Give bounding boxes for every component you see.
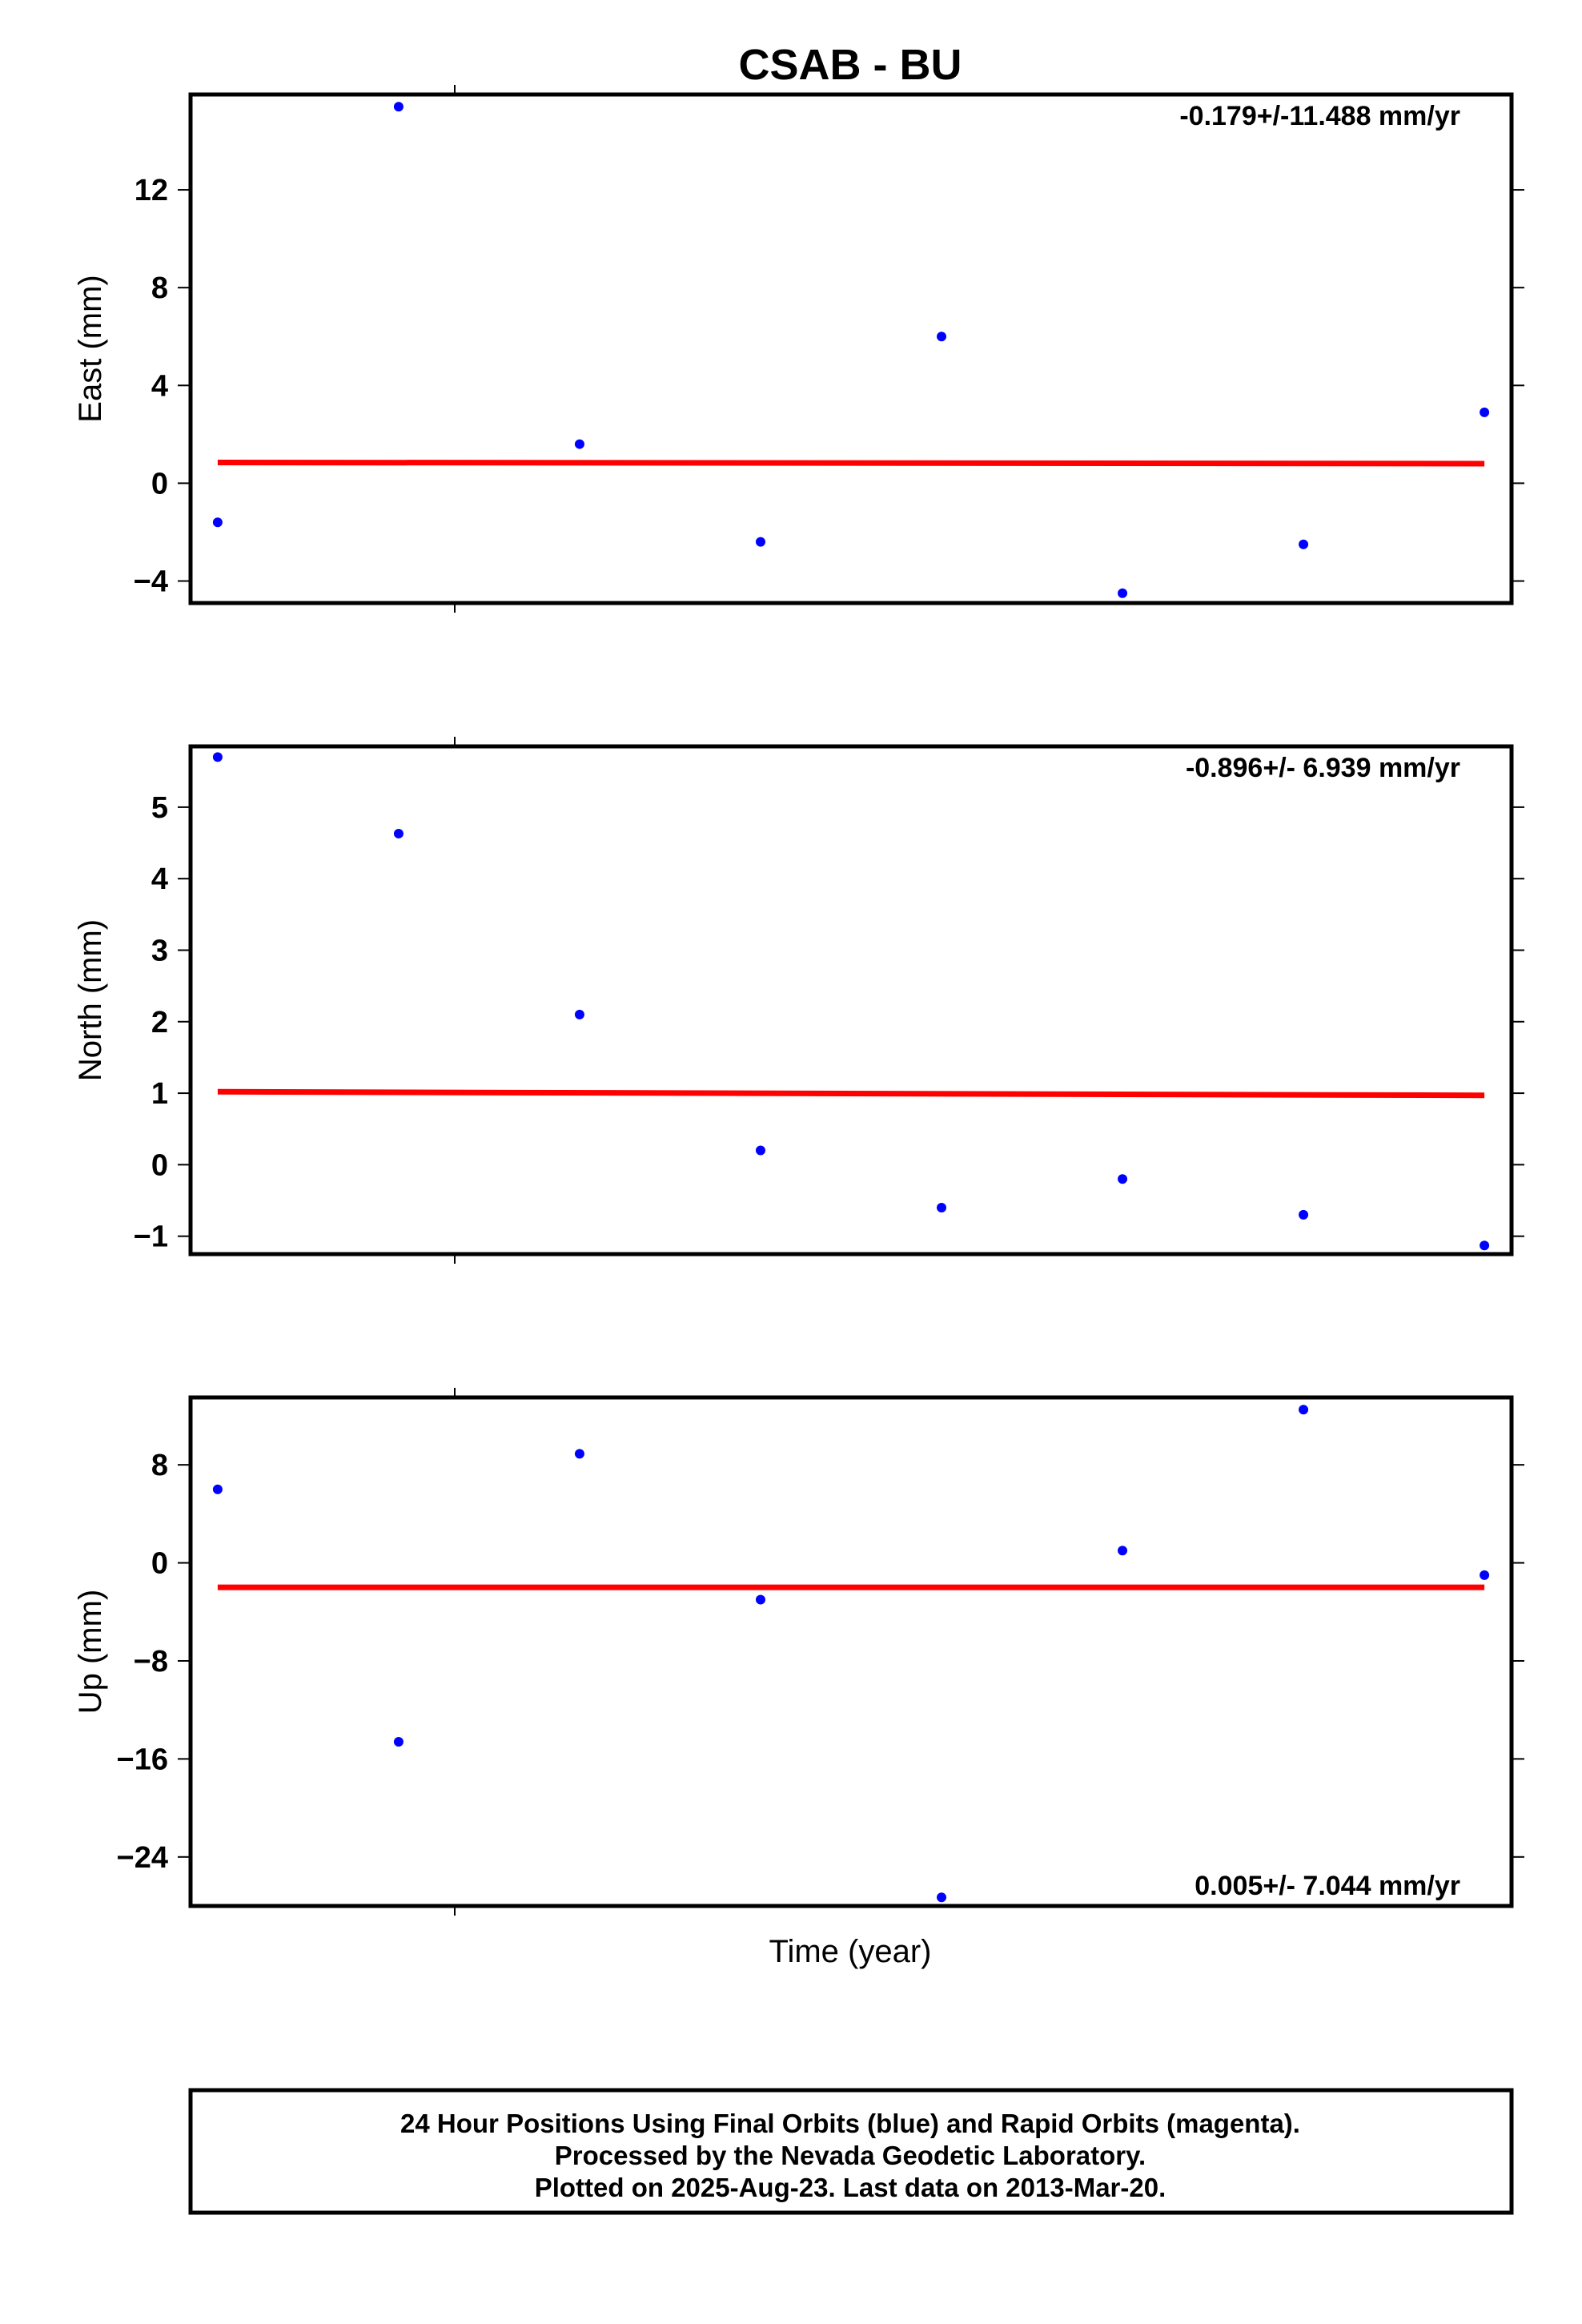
north-frame bbox=[188, 744, 1514, 1256]
north-ytick-label: −1 bbox=[134, 1220, 168, 1254]
up-rate-label: 0.005+/- 7.044 mm/yr bbox=[1195, 1871, 1460, 1901]
panel-north: 5 4 3 2 1 0 −1 North (mm) -0.896+/- 6.939 mm/yr bbox=[73, 737, 1524, 1264]
east-data-point bbox=[393, 102, 404, 112]
north-ytick-label: 4 bbox=[151, 862, 168, 896]
up-ytick-label: 8 bbox=[151, 1449, 168, 1482]
east-ytick-label: 8 bbox=[151, 271, 168, 305]
east-y-axis-label: East (mm) bbox=[73, 275, 108, 422]
north-data-point bbox=[574, 1009, 584, 1019]
east-trend-line bbox=[217, 459, 1485, 467]
footer-line-2: Processed by the Nevada Geodetic Laborat… bbox=[555, 2141, 1146, 2170]
footer-box bbox=[188, 2088, 1514, 2215]
up-ytick-label: −24 bbox=[117, 1841, 168, 1875]
up-frame bbox=[188, 1395, 1514, 1908]
east-data-point bbox=[1299, 539, 1309, 549]
x-axis-label: Time (year) bbox=[769, 1934, 932, 1969]
east-data-point bbox=[1118, 588, 1128, 598]
north-ytick-label: 5 bbox=[151, 791, 168, 825]
east-ytick-label: 12 bbox=[135, 174, 168, 207]
north-data-point bbox=[1299, 1209, 1309, 1220]
north-trend-line bbox=[217, 1088, 1485, 1099]
north-y-axis-label: North (mm) bbox=[73, 919, 108, 1081]
north-ytick-label: 3 bbox=[151, 934, 168, 967]
up-data-point bbox=[393, 1736, 404, 1747]
east-rate-label: -0.179+/-11.488 mm/yr bbox=[1179, 101, 1460, 131]
panel-up: 8 0 −8 −16 −24 Up (mm) 0.005+/- 7.044 mm/yr bbox=[73, 1388, 1524, 1916]
up-y-axis-label: Up (mm) bbox=[73, 1590, 108, 1715]
chart-title: CSAB - BU bbox=[739, 41, 962, 89]
footer-line-3: Plotted on 2025-Aug-23. Last data on 201… bbox=[535, 2173, 1166, 2202]
east-frame bbox=[188, 92, 1514, 605]
up-data-point bbox=[1299, 1405, 1309, 1415]
east-ytick-label: 4 bbox=[151, 369, 168, 403]
north-data-point bbox=[393, 828, 404, 838]
east-data-point bbox=[574, 439, 584, 449]
up-data-point bbox=[1118, 1546, 1128, 1556]
east-ytick-label: −4 bbox=[134, 565, 168, 599]
east-data-point bbox=[755, 537, 765, 547]
north-data-point bbox=[212, 752, 223, 762]
up-ytick-label: 0 bbox=[151, 1547, 168, 1581]
north-data-point bbox=[1118, 1174, 1128, 1184]
up-data-point bbox=[574, 1449, 584, 1459]
north-ytick-label: 1 bbox=[151, 1077, 168, 1111]
up-data-point bbox=[212, 1484, 223, 1494]
up-data-point bbox=[937, 1892, 947, 1903]
north-data-point bbox=[755, 1145, 765, 1156]
east-ytick-label: 0 bbox=[151, 467, 168, 501]
north-ytick-label: 2 bbox=[151, 1006, 168, 1039]
up-ytick-label: −8 bbox=[134, 1645, 168, 1679]
north-ytick-label: 0 bbox=[151, 1148, 168, 1182]
east-data-point bbox=[1480, 407, 1490, 417]
footer-line-1: 24 Hour Positions Using Final Orbits (bl… bbox=[400, 2109, 1300, 2138]
east-data-point bbox=[937, 332, 947, 342]
up-data-point bbox=[1480, 1570, 1490, 1580]
panel-east: 12 8 4 0 −4 East (mm) -0.179+/-11.488 mm/yr bbox=[73, 85, 1524, 613]
east-data-point bbox=[212, 517, 223, 528]
north-rate-label: -0.896+/- 6.939 mm/yr bbox=[1186, 753, 1460, 783]
up-ytick-label: −16 bbox=[117, 1743, 168, 1776]
north-data-point bbox=[1480, 1240, 1490, 1251]
up-data-point bbox=[755, 1594, 765, 1605]
north-data-point bbox=[937, 1202, 947, 1212]
